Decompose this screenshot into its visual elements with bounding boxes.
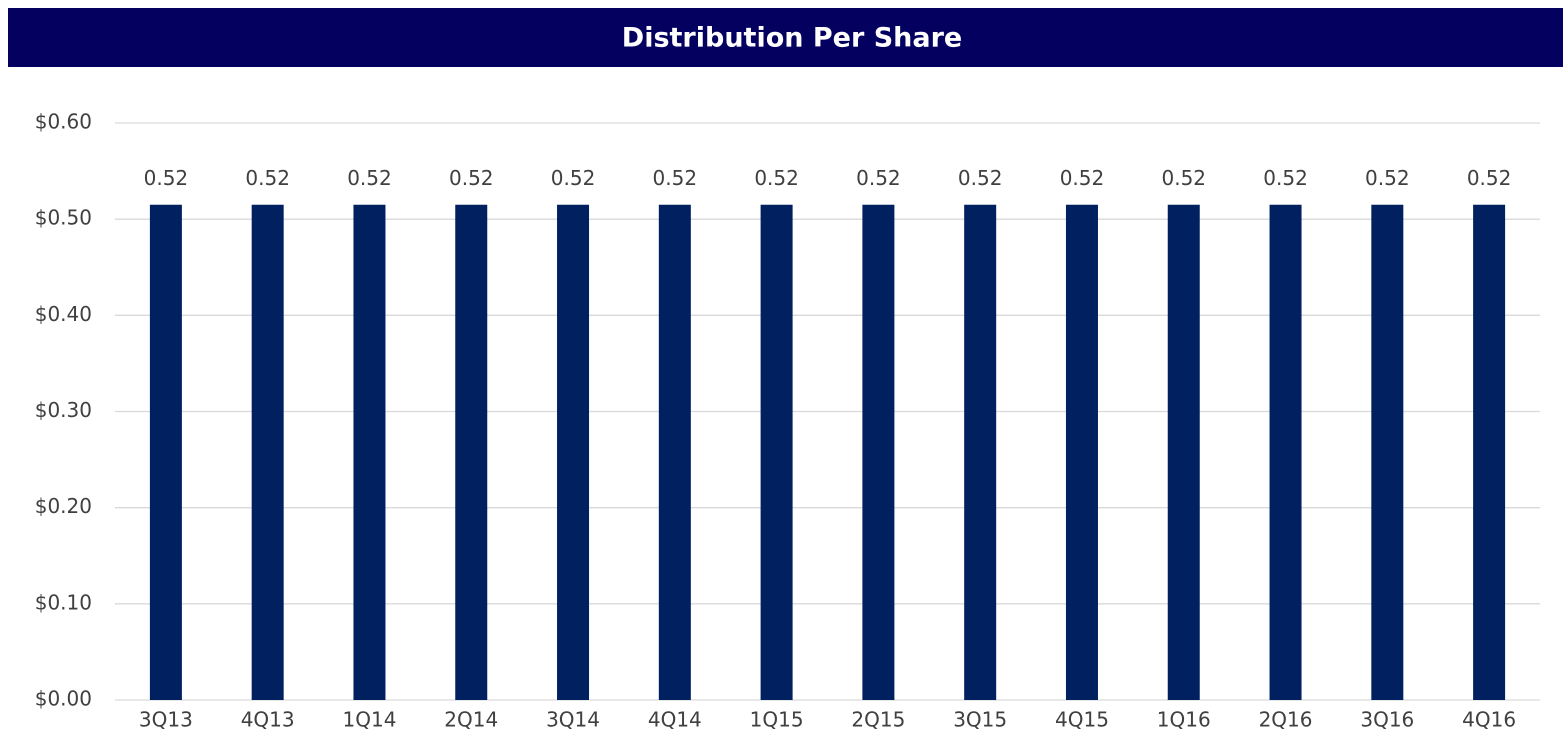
bar xyxy=(557,204,590,700)
bar xyxy=(353,204,386,700)
bar xyxy=(1167,204,1200,700)
y-tick-label: $0.30 xyxy=(35,398,92,422)
bar xyxy=(760,204,793,700)
bar xyxy=(1269,204,1302,700)
data-label: 0.52 xyxy=(1161,166,1206,190)
bar xyxy=(964,204,997,700)
bar xyxy=(149,204,182,700)
x-tick-label: 3Q15 xyxy=(953,708,1007,732)
bar xyxy=(1371,204,1404,700)
x-tick-label: 4Q14 xyxy=(648,708,702,732)
data-label: 0.52 xyxy=(856,166,901,190)
x-tick-label: 4Q13 xyxy=(241,708,295,732)
y-tick-label: $0.50 xyxy=(35,206,92,230)
y-tick-label: $0.60 xyxy=(35,110,92,134)
bar xyxy=(1473,204,1506,700)
bar xyxy=(862,204,895,700)
bar xyxy=(658,204,691,700)
bar xyxy=(455,204,488,700)
title-banner xyxy=(8,8,1563,67)
x-tick-label: 3Q16 xyxy=(1360,708,1414,732)
x-tick-label: 2Q15 xyxy=(851,708,905,732)
y-tick-label: $0.00 xyxy=(35,687,92,711)
x-tick-label: 4Q15 xyxy=(1055,708,1109,732)
chart-title: Distribution Per Share xyxy=(622,23,962,54)
x-tick-label: 3Q14 xyxy=(546,708,600,732)
data-label: 0.52 xyxy=(754,166,799,190)
data-label: 0.52 xyxy=(1263,166,1308,190)
x-tick-label: 1Q15 xyxy=(750,708,804,732)
bar xyxy=(1065,204,1098,700)
data-label: 0.52 xyxy=(551,166,596,190)
data-label: 0.52 xyxy=(958,166,1003,190)
data-label: 0.52 xyxy=(653,166,698,190)
data-label: 0.52 xyxy=(144,166,189,190)
x-tick-label: 3Q13 xyxy=(139,708,193,732)
bar xyxy=(251,204,284,700)
x-tick-label: 1Q14 xyxy=(343,708,397,732)
y-tick-label: $0.40 xyxy=(35,302,92,326)
data-label: 0.52 xyxy=(245,166,290,190)
data-label: 0.52 xyxy=(449,166,494,190)
x-tick-label: 2Q14 xyxy=(444,708,498,732)
data-label: 0.52 xyxy=(1365,166,1410,190)
x-tick-label: 2Q16 xyxy=(1259,708,1313,732)
x-tick-label: 1Q16 xyxy=(1157,708,1211,732)
x-tick-label: 4Q16 xyxy=(1462,708,1516,732)
y-tick-label: $0.20 xyxy=(35,494,92,518)
data-label: 0.52 xyxy=(1060,166,1105,190)
y-tick-label: $0.10 xyxy=(35,590,92,614)
data-label: 0.52 xyxy=(1467,166,1512,190)
data-label: 0.52 xyxy=(347,166,392,190)
